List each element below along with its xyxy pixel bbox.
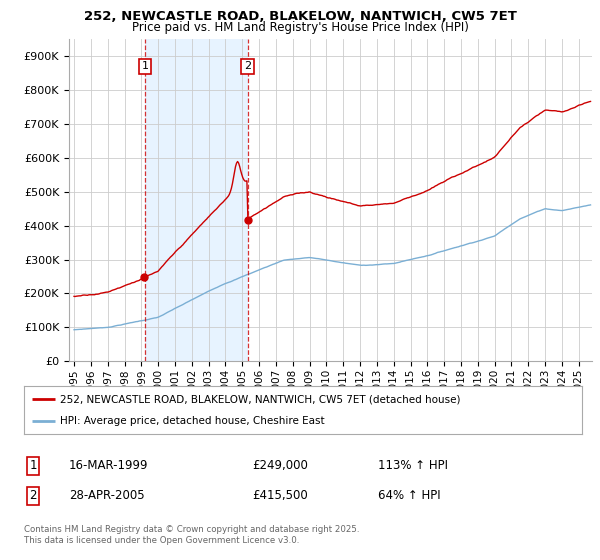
Text: £415,500: £415,500 [252,489,308,502]
Text: Price paid vs. HM Land Registry's House Price Index (HPI): Price paid vs. HM Land Registry's House … [131,21,469,34]
Text: HPI: Average price, detached house, Cheshire East: HPI: Average price, detached house, Ches… [60,416,325,426]
Bar [145,39,248,361]
Text: 1: 1 [142,61,148,71]
Text: 252, NEWCASTLE ROAD, BLAKELOW, NANTWICH, CW5 7ET: 252, NEWCASTLE ROAD, BLAKELOW, NANTWICH,… [83,10,517,23]
Text: 252, NEWCASTLE ROAD, BLAKELOW, NANTWICH, CW5 7ET (detached house): 252, NEWCASTLE ROAD, BLAKELOW, NANTWICH,… [60,394,461,404]
Text: 28-APR-2005: 28-APR-2005 [69,489,145,502]
Text: 2: 2 [29,489,37,502]
Text: £249,000: £249,000 [252,459,308,473]
Text: Contains HM Land Registry data © Crown copyright and database right 2025.
This d: Contains HM Land Registry data © Crown c… [24,525,359,545]
Text: 2: 2 [244,61,251,71]
Text: 16-MAR-1999: 16-MAR-1999 [69,459,149,473]
Text: 64% ↑ HPI: 64% ↑ HPI [378,489,440,502]
Text: 113% ↑ HPI: 113% ↑ HPI [378,459,448,473]
Text: 1: 1 [29,459,37,473]
